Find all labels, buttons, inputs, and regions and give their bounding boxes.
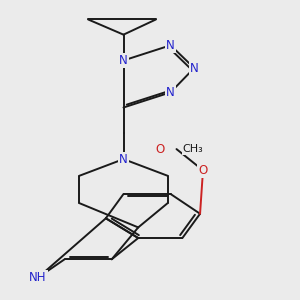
Text: N: N bbox=[166, 86, 175, 99]
Text: N: N bbox=[119, 153, 128, 166]
Text: N: N bbox=[119, 54, 128, 67]
Text: CH₃: CH₃ bbox=[183, 144, 203, 154]
Text: N: N bbox=[190, 61, 199, 74]
Text: N: N bbox=[166, 39, 175, 52]
Text: NH: NH bbox=[29, 271, 47, 284]
Text: O: O bbox=[198, 164, 208, 177]
Text: O: O bbox=[155, 142, 165, 156]
